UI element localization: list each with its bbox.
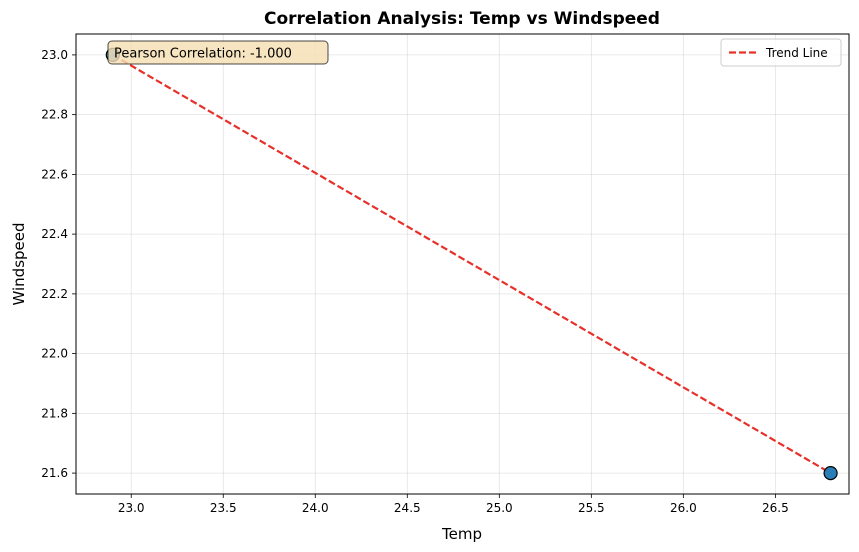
x-tick-label: 26.0: [670, 501, 697, 515]
y-axis-label: Windspeed: [10, 222, 28, 305]
x-tick-label: 24.5: [394, 501, 421, 515]
y-tick-label: 22.4: [41, 227, 68, 241]
y-tick-label: 23.0: [41, 48, 68, 62]
y-tick-label: 22.0: [41, 347, 68, 361]
annotation-box: Pearson Correlation: -1.000: [107, 40, 329, 65]
x-tick-label: 23.0: [118, 501, 145, 515]
trend-line: [112, 53, 832, 475]
x-tick-label: 23.5: [210, 501, 237, 515]
legend-frame: [720, 38, 842, 67]
annotation-text: Pearson Correlation: -1.000: [114, 47, 292, 62]
x-tick-label: 25.0: [486, 501, 513, 515]
data-point: [823, 465, 838, 481]
y-tick-label: 21.6: [41, 466, 68, 480]
trend-line-layer: [112, 53, 832, 475]
x-axis-label: Temp: [441, 525, 482, 543]
chart-title: Correlation Analysis: Temp vs Windspeed: [264, 9, 660, 29]
x-axis-ticks: 23.0 23.5 24.0 24.5 25.0 25.5 26.0 26.5: [118, 494, 789, 515]
plot-frame: [75, 33, 850, 495]
y-axis-ticks: 21.6 21.8 22.0 22.2 22.4 22.6 22.8 23.0: [41, 48, 76, 480]
annotation-background: [107, 40, 329, 65]
legend: Trend Line: [720, 38, 842, 67]
y-tick-label: 22.2: [41, 287, 68, 301]
x-tick-label: 24.0: [302, 501, 329, 515]
x-tick-label: 25.5: [578, 501, 605, 515]
y-tick-label: 21.8: [41, 406, 68, 420]
x-tick-label: 26.5: [762, 501, 789, 515]
y-tick-label: 22.8: [41, 108, 68, 122]
legend-label-trend-line: Trend Line: [765, 46, 828, 60]
grid: [76, 34, 849, 494]
y-tick-label: 22.6: [41, 167, 68, 181]
